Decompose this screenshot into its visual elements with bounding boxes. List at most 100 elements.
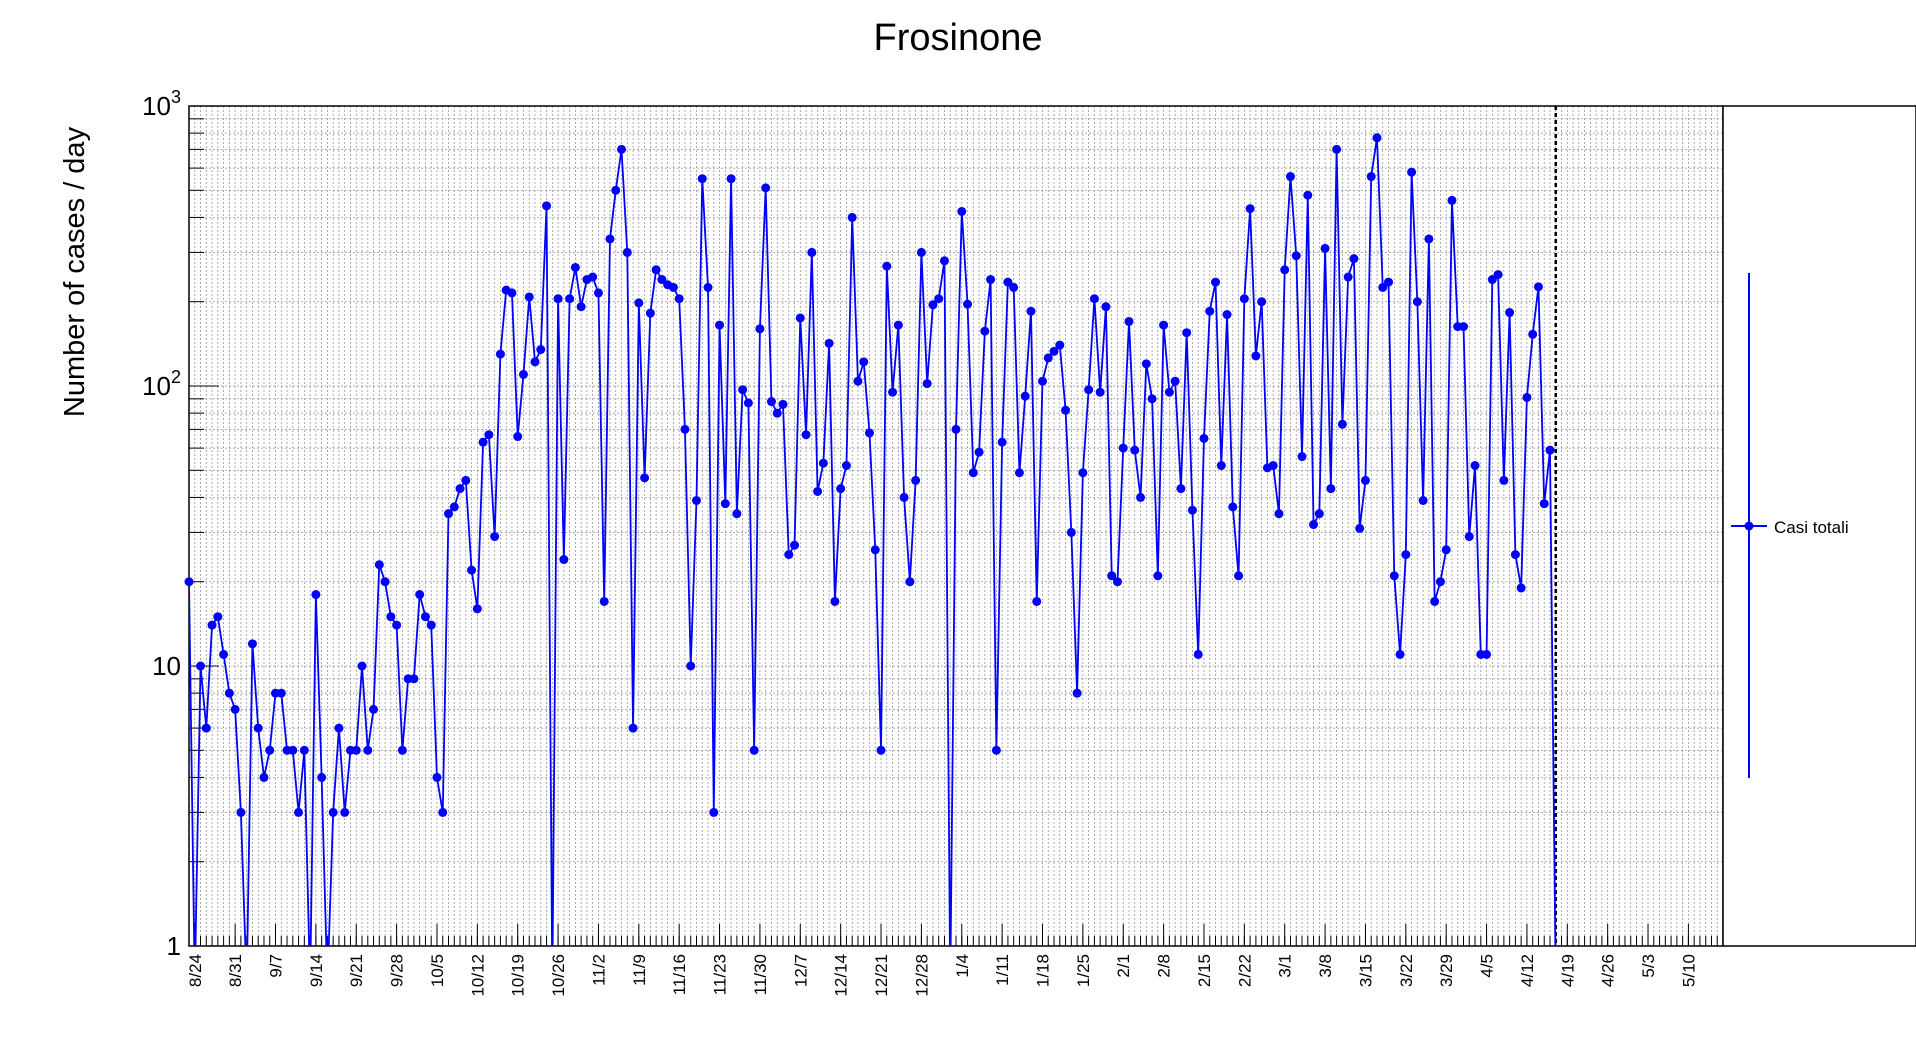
data-point: [991, 745, 1001, 755]
x-tick-label: 12/21: [872, 954, 891, 997]
data-point: [432, 772, 442, 782]
y-axis-label: Number of cases / day: [59, 126, 91, 417]
data-point: [1337, 419, 1347, 429]
data-point: [1026, 306, 1036, 316]
data-point: [1211, 277, 1221, 287]
data-point: [1470, 461, 1480, 471]
data-point: [1332, 144, 1342, 154]
data-point: [542, 201, 552, 211]
data-point: [963, 299, 973, 309]
data-point: [715, 320, 725, 330]
data-point: [236, 807, 246, 817]
data-point: [795, 313, 805, 323]
data-point: [1360, 475, 1370, 485]
data-point: [1141, 359, 1151, 369]
data-point: [755, 324, 765, 334]
x-tick-label: 1/25: [1074, 954, 1093, 987]
data-point: [1216, 461, 1226, 471]
x-tick-label: 8/31: [226, 954, 245, 987]
data-point: [1101, 302, 1111, 312]
data-point: [311, 590, 321, 600]
data-point: [749, 745, 759, 755]
data-point: [495, 349, 505, 359]
data-point: [743, 398, 753, 408]
data-point: [570, 262, 580, 272]
data-point: [317, 772, 327, 782]
data-point: [893, 320, 903, 330]
data-point: [426, 620, 436, 630]
data-point: [1205, 306, 1215, 316]
data-point: [207, 620, 217, 630]
data-point: [518, 369, 528, 379]
x-tick-label: 9/21: [347, 954, 366, 987]
data-point: [1061, 405, 1071, 415]
data-point: [853, 376, 863, 386]
data-point: [1038, 376, 1048, 386]
data-point: [1309, 520, 1319, 530]
data-point: [790, 540, 800, 550]
data-point: [801, 430, 811, 440]
x-tick-label: 9/28: [388, 954, 407, 987]
data-point: [461, 475, 471, 485]
x-tick-label: 1/18: [1034, 954, 1053, 987]
data-point: [1424, 234, 1434, 244]
data-point: [288, 745, 298, 755]
data-point: [536, 345, 546, 355]
data-point: [351, 745, 361, 755]
data-point: [1043, 353, 1053, 363]
data-point: [841, 461, 851, 471]
data-point: [928, 300, 938, 310]
x-tick-label: 11/23: [711, 954, 730, 995]
data-point: [870, 545, 880, 555]
data-point: [680, 424, 690, 434]
data-point: [1366, 172, 1376, 182]
data-point: [813, 486, 823, 496]
data-point: [1193, 649, 1203, 659]
data-point: [622, 247, 632, 257]
data-point: [1395, 649, 1405, 659]
data-point: [201, 723, 211, 733]
data-point: [1297, 452, 1307, 462]
data-point: [265, 745, 275, 755]
series-line: [189, 137, 1557, 946]
data-point: [864, 428, 874, 438]
data-point: [276, 688, 286, 698]
data-point: [876, 745, 886, 755]
data-point: [1545, 445, 1555, 455]
data-point: [922, 379, 932, 389]
x-tick-label: 3/29: [1437, 954, 1456, 987]
legend-label: Casi totali: [1774, 518, 1849, 537]
data-point: [1458, 322, 1468, 332]
data-point: [939, 256, 949, 266]
data-point: [997, 437, 1007, 447]
data-point: [478, 437, 488, 447]
data-point: [657, 275, 667, 285]
y-tick-label: 102: [142, 367, 181, 401]
data-point: [1510, 550, 1520, 560]
data-point: [1245, 204, 1255, 214]
data-point: [617, 144, 627, 154]
data-point: [1228, 502, 1238, 512]
data-point: [911, 475, 921, 485]
data-point: [444, 509, 454, 519]
data-point: [968, 468, 978, 478]
data-point: [1159, 320, 1169, 330]
data-point: [1539, 499, 1549, 509]
x-tick-label: 10/5: [428, 954, 447, 987]
data-point: [1199, 433, 1209, 443]
x-tick-label: 4/5: [1478, 954, 1497, 978]
data-point: [1447, 195, 1457, 205]
data-point: [357, 661, 367, 671]
y-tick-label: 103: [142, 87, 181, 121]
data-point: [1014, 468, 1024, 478]
data-point: [184, 577, 194, 587]
data-point: [1499, 475, 1509, 485]
data-point: [934, 294, 944, 304]
data-point: [593, 288, 603, 298]
data-point: [1412, 297, 1422, 307]
data-point: [726, 174, 736, 184]
data-point: [1078, 468, 1088, 478]
data-point: [1066, 527, 1076, 537]
data-point: [1384, 277, 1394, 287]
data-point: [1389, 571, 1399, 581]
